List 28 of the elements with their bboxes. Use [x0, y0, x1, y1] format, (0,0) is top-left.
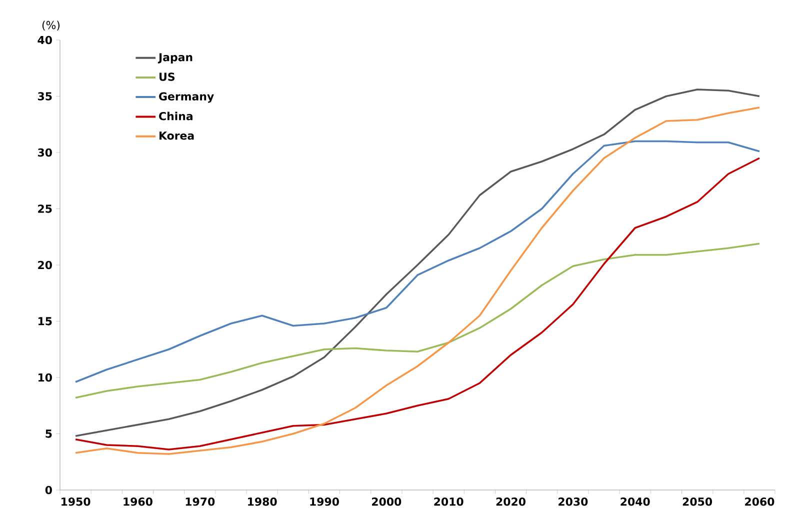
legend-label: US — [160, 72, 175, 81]
x-tick-label: 2050 — [682, 498, 712, 506]
x-tick-label: 2010 — [434, 498, 464, 506]
x-tick-label: 1950 — [62, 498, 90, 506]
y-tick-label: 10 — [38, 373, 52, 382]
x-tick-label: 2020 — [496, 498, 526, 506]
x-tick-label: 1990 — [310, 498, 339, 506]
x-tick-label: 2060 — [745, 498, 774, 506]
y-tick-label: 20 — [38, 260, 52, 270]
x-tick-label: 1960 — [124, 498, 152, 506]
y-tick-label: 5 — [46, 430, 52, 438]
legend-label: China — [159, 112, 192, 120]
legend-label: Germany — [159, 92, 214, 103]
y-tick-label: 25 — [38, 204, 52, 213]
x-tick-label: 2000 — [372, 498, 402, 506]
x-tick-label: 1970 — [186, 498, 215, 506]
line-series — [74, 242, 760, 399]
x-tick-label: 1980 — [248, 498, 277, 506]
y-tick-label: 35 — [38, 92, 52, 100]
x-tick-label: 2040 — [620, 498, 650, 506]
y-axis-title: (%) — [42, 20, 60, 30]
y-tick-label: 30 — [38, 148, 52, 157]
y-tick-label: 0 — [45, 486, 52, 494]
y-tick-label: 15 — [38, 317, 52, 326]
x-tick-label: 2030 — [558, 498, 588, 506]
legend-label: Japan — [158, 53, 192, 64]
legend-label: Korea — [160, 132, 194, 140]
y-tick-label: 40 — [38, 36, 52, 44]
